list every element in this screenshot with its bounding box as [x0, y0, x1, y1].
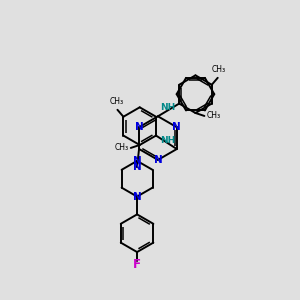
- Text: NH: NH: [160, 103, 175, 112]
- Text: NH: NH: [160, 136, 175, 145]
- Text: N: N: [133, 162, 141, 172]
- Text: CH₃: CH₃: [110, 97, 124, 106]
- Text: N: N: [154, 155, 162, 165]
- Text: F: F: [133, 258, 141, 272]
- Text: CH₃: CH₃: [206, 112, 220, 121]
- Text: N: N: [133, 156, 141, 166]
- Text: CH₃: CH₃: [115, 143, 129, 152]
- Text: N: N: [172, 122, 181, 132]
- Text: N: N: [135, 122, 143, 132]
- Text: N: N: [133, 192, 141, 202]
- Text: CH₃: CH₃: [212, 65, 226, 74]
